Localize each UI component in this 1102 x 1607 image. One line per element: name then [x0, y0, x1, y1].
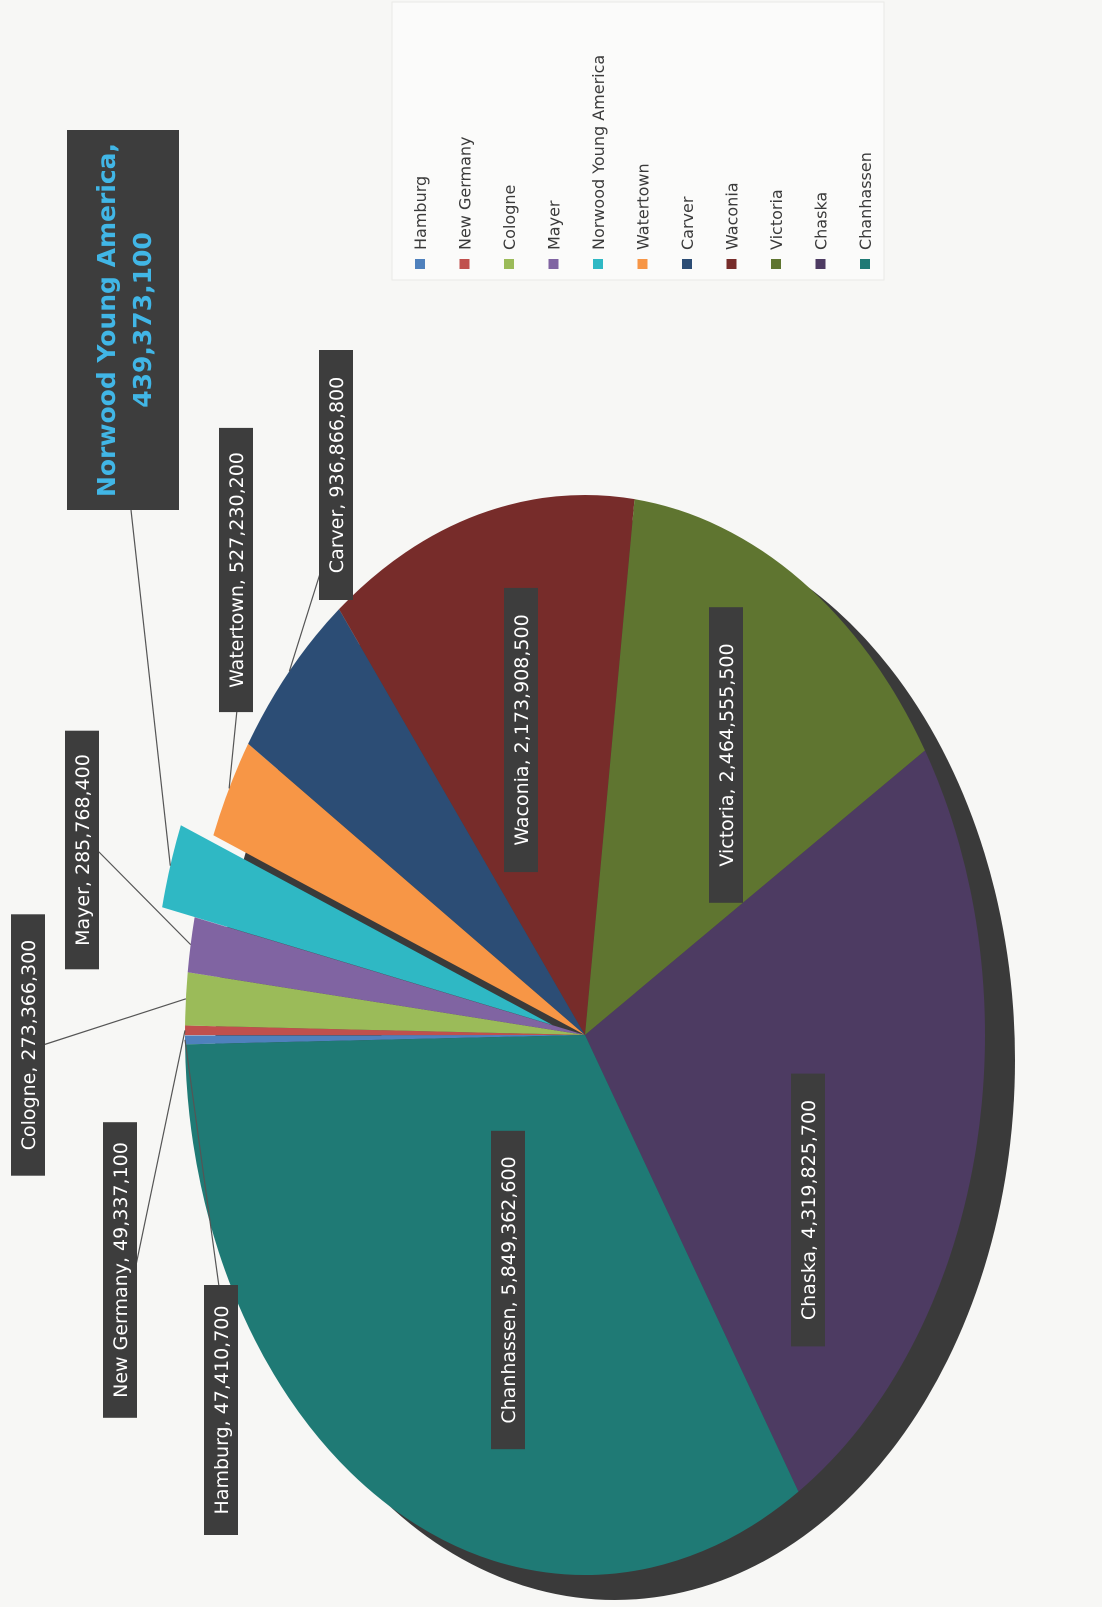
legend-item-chanhassen: Chanhassen — [856, 152, 875, 269]
legend-label: Carver — [678, 196, 697, 250]
legend-swatch — [637, 259, 648, 269]
label-box — [204, 1285, 238, 1535]
label-box — [504, 587, 538, 873]
label-text: Cologne, 273,366,300 — [18, 940, 40, 1151]
leader-line — [130, 509, 171, 866]
legend-label: Chanhassen — [856, 152, 875, 250]
data-label-mayer: Mayer, 285,768,400 — [65, 730, 192, 970]
label-text: Waconia, 2,173,908,500 — [511, 614, 533, 845]
pie-slices — [162, 495, 985, 1575]
label-text: Mayer, 285,768,400 — [72, 754, 94, 946]
data-label-victoria: Victoria, 2,464,555,500 — [709, 607, 743, 903]
label-box — [103, 1122, 137, 1418]
leader-line — [42, 998, 187, 1046]
legend-label: Hamburg — [411, 176, 430, 250]
legend-item-hamburg: Hamburg — [411, 176, 430, 269]
legend-item-victoria: Victoria — [767, 189, 786, 269]
label-box — [791, 1073, 825, 1347]
pie-slice-new-germany — [184, 1025, 585, 1036]
legend-label: New Germany — [456, 136, 475, 250]
data-label-carver: Carver, 936,866,800 — [288, 350, 353, 672]
legend-item-mayer: Mayer — [545, 200, 564, 269]
label-box — [709, 607, 743, 903]
legend-label: Chaska — [812, 192, 831, 250]
legend-swatch — [593, 259, 603, 269]
legend-swatch — [548, 259, 559, 269]
data-label-cologne: Cologne, 273,366,300 — [11, 914, 187, 1176]
data-label-chaska: Chaska, 4,319,825,700 — [791, 1073, 825, 1347]
legend-item-waconia: Waconia — [723, 182, 742, 269]
legend-item-new-germany: New Germany — [456, 136, 475, 269]
legend-item-watertown: Watertown — [634, 163, 653, 269]
data-label-watertown: Watertown, 527,230,200 — [219, 427, 253, 789]
legend-label: Norwood Young America — [589, 55, 608, 250]
label-text: Norwood Young America, — [92, 143, 121, 497]
legend-label: Waconia — [723, 182, 742, 250]
data-label-hamburg: Hamburg, 47,410,700 — [184, 1039, 238, 1535]
legend: Hamburg New Germany Cologne Mayer Norwood Yo… — [391, 1, 885, 281]
legend-label: Mayer — [545, 200, 564, 250]
label-box — [11, 914, 45, 1176]
pie-slice-mayer — [187, 917, 585, 1035]
label-text: Watertown, 527,230,200 — [226, 452, 248, 688]
legend-box — [391, 1, 885, 281]
label-text: Carver, 936,866,800 — [326, 377, 348, 573]
legend-label: Cologne — [500, 185, 519, 250]
label-text: Chanhassen, 5,849,362,600 — [498, 1156, 520, 1423]
legend-swatch — [682, 259, 692, 269]
legend-label: Victoria — [767, 189, 786, 250]
data-label-waconia: Waconia, 2,173,908,500 — [504, 587, 538, 873]
legend-swatch — [726, 259, 737, 269]
legend-swatch — [459, 259, 470, 269]
pie-slice-victoria — [585, 499, 925, 1035]
legend-item-cologne: Cologne — [500, 185, 519, 269]
label-box — [219, 427, 253, 713]
legend-item-chaska: Chaska — [812, 192, 831, 269]
pie-slice-carver — [248, 609, 585, 1035]
pie-slice-watertown — [213, 743, 586, 1035]
pie-slice-cologne — [185, 972, 585, 1035]
legend-item-norwood-young-america: Norwood Young America — [589, 55, 608, 269]
leader-line — [96, 849, 192, 946]
legend-swatch — [415, 259, 425, 269]
legend-item-carver: Carver — [678, 196, 697, 269]
legend-swatch — [771, 259, 781, 269]
pie-slice-chaska — [585, 750, 985, 1492]
data-label-norwood-young-america: Norwood Young America, 439,373,100 — [67, 130, 179, 866]
label-box — [65, 730, 99, 970]
legend-swatch — [860, 259, 870, 269]
legend-swatch — [815, 259, 826, 269]
legend-swatch — [504, 259, 514, 269]
pie-slice-hamburg — [185, 1035, 586, 1045]
legend-label: Watertown — [634, 163, 653, 250]
pie-slice-norwood-young-america — [162, 825, 553, 1025]
data-label-chanhassen: Chanhassen, 5,849,362,600 — [491, 1130, 525, 1450]
data-label-new-germany: New Germany, 49,337,100 — [103, 1030, 186, 1418]
label-box — [319, 350, 353, 600]
label-text: Victoria, 2,464,555,500 — [716, 643, 738, 866]
label-text: New Germany, 49,337,100 — [110, 1142, 132, 1398]
label-text: Chaska, 4,319,825,700 — [798, 1100, 820, 1320]
label-text: Hamburg, 47,410,700 — [211, 1306, 233, 1515]
label-text: 439,373,100 — [128, 232, 157, 408]
data-labels: Hamburg, 47,410,700 New Germany, 49,337,1… — [11, 130, 825, 1535]
pie-slice-waconia — [339, 495, 635, 1036]
leader-line — [134, 1030, 186, 1271]
label-box — [67, 130, 179, 510]
label-box — [491, 1130, 525, 1450]
